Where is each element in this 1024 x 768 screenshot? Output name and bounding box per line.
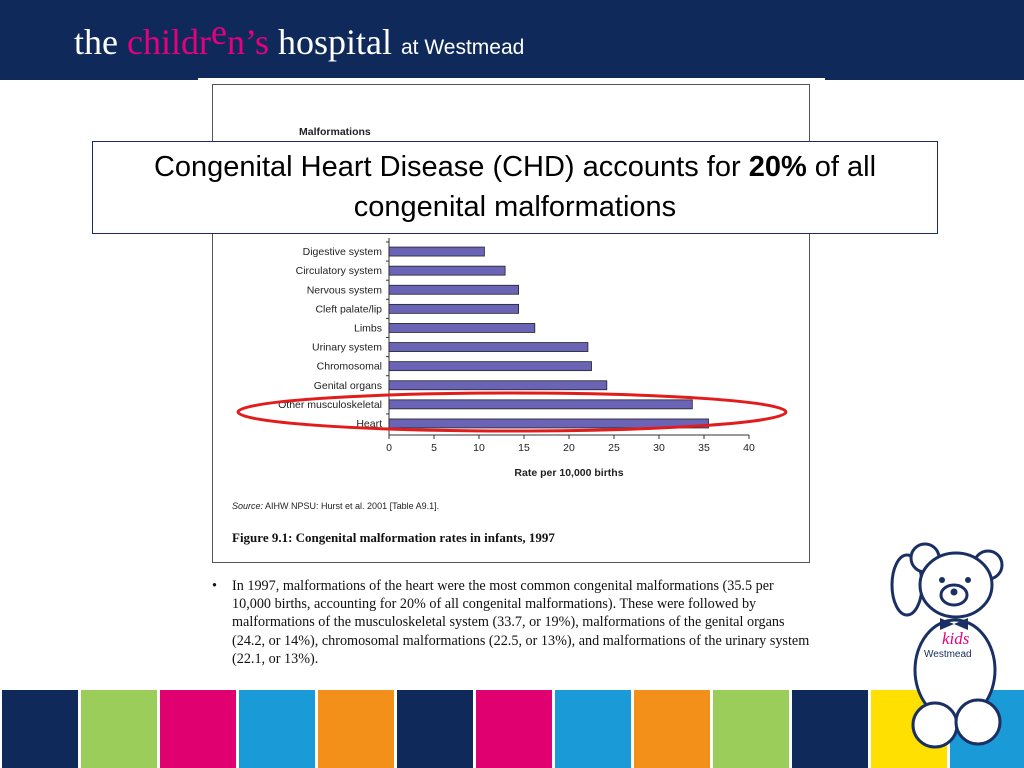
figure-caption: Figure 9.1: Congenital malformation rate…	[232, 530, 555, 545]
strip-block	[634, 690, 710, 768]
category-label: Cleft palate/lip	[315, 303, 382, 315]
bar	[388, 342, 589, 352]
bullet-symbol: •	[212, 578, 217, 594]
bar	[388, 399, 693, 410]
category-label: Chromosomal	[317, 361, 382, 373]
strip-block	[160, 690, 236, 768]
callout-text-after: of all congenital malformations	[353, 151, 877, 223]
bear-bowtie	[940, 618, 968, 630]
category-label: Nervous system	[307, 284, 383, 296]
bear-nose	[950, 588, 958, 596]
logo-text-westmead: at Westmead	[400, 36, 525, 59]
hospital-logo[interactable]: the children’s hospital at Westmead	[74, 12, 525, 70]
strip-block	[476, 690, 552, 768]
strip-block	[81, 690, 157, 768]
bar	[388, 303, 520, 314]
bar	[388, 265, 506, 276]
strip-block	[713, 690, 789, 768]
bar	[388, 284, 520, 295]
logo-text-the: the	[74, 22, 127, 62]
logo-text-hospital: hospital	[268, 22, 401, 62]
source-label: Source:	[232, 501, 264, 511]
bear-leg-left	[911, 701, 959, 749]
category-label: Circulatory system	[296, 265, 383, 277]
category-label: Urinary system	[312, 342, 382, 354]
bear-leg-right	[954, 698, 1002, 746]
strip-block	[555, 690, 631, 768]
x-tick-label: 20	[563, 442, 575, 454]
strip-block	[792, 690, 868, 768]
strip-block	[397, 690, 473, 768]
mascot-label-kids: kids	[942, 629, 970, 648]
strip-block	[2, 690, 78, 768]
mascot-label-westmead: Westmead	[924, 649, 972, 660]
bear-eye-left	[939, 577, 945, 583]
bullet-text: In 1997, malformations of the heart were…	[232, 578, 810, 667]
teddy-bear-mascot: kids Westmead	[890, 542, 1004, 749]
callout-percentage: 20%	[748, 151, 807, 183]
color-strip	[0, 690, 1024, 768]
x-axis-title: Rate per 10,000 births	[514, 467, 623, 479]
figure-source: Source: AIHW NPSU: Hurst et al. 2001 [Ta…	[232, 501, 439, 511]
bar	[388, 361, 592, 372]
logo-text-e: e	[210, 12, 227, 52]
category-label: Limbs	[354, 322, 382, 334]
x-tick-label: 0	[386, 442, 392, 454]
category-label: Digestive system	[303, 246, 383, 258]
chart-title: Malformations	[299, 126, 371, 138]
bar	[388, 323, 536, 333]
strip-block	[239, 690, 315, 768]
header-bar: the children’s hospital at Westmead	[0, 0, 1024, 80]
logo-text-ns: n’s	[226, 22, 269, 62]
x-tick-label: 15	[518, 442, 530, 454]
logo-text-children: children’s	[127, 12, 269, 62]
x-tick-label: 5	[431, 442, 437, 454]
x-tick-label: 30	[653, 442, 665, 454]
category-label: Heart	[356, 418, 382, 430]
callout-text-before: Congenital Heart Disease (CHD) accounts …	[153, 151, 749, 183]
bar	[388, 380, 608, 391]
category-label: Other musculoskeletal	[278, 399, 382, 411]
source-text: AIHW NPSU: Hurst et al. 2001 [Table A9.1…	[263, 501, 440, 511]
callout-box: Congenital Heart Disease (CHD) accounts …	[92, 141, 938, 234]
x-tick-label: 40	[743, 442, 755, 454]
logo-text-childr: childr	[126, 22, 211, 62]
category-label: Genital organs	[314, 380, 382, 392]
strip-block	[318, 690, 394, 768]
x-tick-label: 10	[473, 442, 485, 454]
bar	[388, 418, 709, 429]
x-tick-label: 35	[698, 442, 710, 454]
bear-eye-right	[965, 577, 971, 583]
bar	[388, 246, 485, 257]
x-tick-label: 25	[608, 442, 620, 454]
